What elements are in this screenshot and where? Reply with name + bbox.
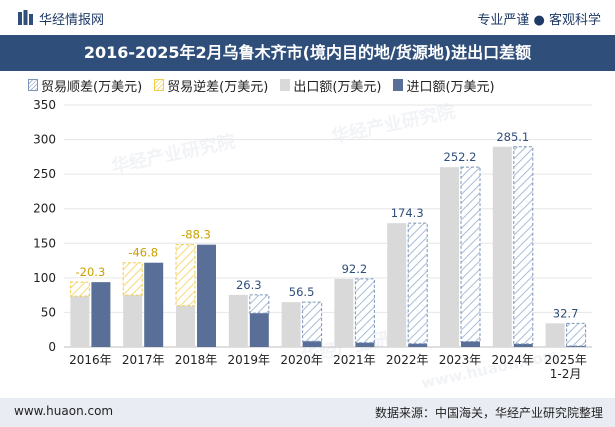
- x-tick-label: 2022年: [386, 353, 429, 367]
- bar-deficit: [122, 262, 143, 296]
- legend-label-export: 出口额(万美元): [293, 79, 382, 95]
- y-tick-label: 100: [33, 271, 56, 285]
- x-tick-label: 2016年: [69, 353, 112, 367]
- bar-export: [281, 302, 301, 347]
- bar-export: [228, 294, 248, 347]
- footer: www.huaon.com 数据来源：中国海关，华经产业研究院整理: [0, 398, 615, 427]
- x-tick-label: 2017年: [122, 353, 165, 367]
- site-name: 华经情报网: [39, 13, 105, 28]
- bar-deficit: [69, 281, 90, 297]
- legend-label-deficit: 贸易逆差(万美元): [167, 79, 269, 95]
- slogan: 专业严谨 ● 客观科学: [477, 13, 601, 28]
- legend-swatch-surplus: [28, 79, 38, 91]
- bar-surplus: [513, 146, 534, 345]
- legend-swatch-import: [393, 79, 404, 91]
- legend-label-import: 进口额(万美元): [406, 79, 495, 95]
- data-label: 92.2: [342, 262, 368, 276]
- bar-surplus: [354, 278, 375, 344]
- x-tick-label: 2025年 1-2月: [544, 353, 587, 381]
- data-label: 174.3: [391, 206, 424, 220]
- footer-url[interactable]: www.huaon.com: [14, 404, 114, 418]
- bar-import: [461, 341, 480, 347]
- legend-swatch-deficit: [154, 79, 165, 91]
- title-bar: 2016-2025年2月乌鲁木齐市(境内目的地/货源地)进出口差额: [0, 35, 615, 71]
- bar-surplus: [302, 301, 323, 342]
- bar-import: [91, 282, 111, 347]
- legend-item-surplus: 贸易顺差(万美元): [28, 76, 142, 95]
- y-tick-label: 0: [48, 340, 56, 354]
- bar-surplus: [566, 322, 587, 347]
- data-label: -20.3: [76, 265, 106, 279]
- bar-export: [387, 223, 407, 347]
- x-tick-label: 2019年: [228, 353, 271, 367]
- bar-export: [70, 296, 90, 347]
- bar-deficit: [175, 244, 196, 307]
- bar-import: [302, 341, 322, 347]
- bar-import: [144, 262, 164, 347]
- y-tick-label: 150: [33, 236, 56, 250]
- bar-surplus: [460, 166, 481, 343]
- legend: 贸易顺差(万美元) 贸易逆差(万美元) 出口额(万美元) 进口额(万美元): [28, 75, 507, 95]
- bar-import: [355, 342, 375, 347]
- y-tick-label: 200: [33, 202, 56, 216]
- bar-export: [545, 323, 565, 347]
- logo-icon: [18, 10, 33, 25]
- y-tick-label: 250: [33, 167, 56, 181]
- data-label: 32.7: [553, 306, 579, 320]
- legend-item-import: 进口额(万美元): [393, 76, 495, 95]
- x-tick-label: 2020年: [280, 353, 323, 367]
- bar-export: [123, 295, 143, 347]
- bar-export: [334, 278, 354, 347]
- x-tick-label: 2021年: [333, 353, 376, 367]
- bar-import: [566, 345, 586, 347]
- y-tick-label: 300: [33, 133, 56, 147]
- data-label: 26.3: [236, 278, 262, 292]
- x-tick-label: 2024年: [492, 353, 535, 367]
- data-label: 252.2: [444, 150, 477, 164]
- y-tick-label: 350: [33, 98, 56, 112]
- x-tick-label: 2018年: [175, 353, 218, 367]
- data-label: -88.3: [181, 228, 211, 242]
- legend-swatch-export: [280, 79, 291, 91]
- bar-export: [440, 167, 459, 347]
- bar-export: [492, 146, 512, 347]
- bar-export: [176, 305, 195, 347]
- legend-label-surplus: 贸易顺差(万美元): [41, 79, 143, 95]
- bar-import: [408, 343, 428, 347]
- top-bar: 华经情报网 专业严谨 ● 客观科学: [0, 0, 615, 35]
- bar-surplus: [407, 222, 428, 345]
- bar-surplus: [249, 294, 270, 314]
- chart: 0 50 100 150 200 250 300 350 -20.3 2016年 -46.8 2017…: [33, 98, 592, 381]
- data-label: 285.1: [496, 130, 529, 144]
- x-tick-label: 2023年: [439, 353, 482, 367]
- data-label: 56.5: [289, 285, 315, 299]
- bar-import: [249, 313, 269, 347]
- y-tick-label: 50: [41, 305, 56, 319]
- footer-source: 数据来源：中国海关，华经产业研究院整理: [374, 406, 603, 420]
- chart-title: 2016-2025年2月乌鲁木齐市(境内目的地/货源地)进出口差额: [83, 43, 532, 62]
- legend-item-export: 出口额(万美元): [280, 76, 381, 95]
- bar-import: [197, 244, 216, 347]
- bar-import: [513, 343, 533, 347]
- data-label: -46.8: [128, 246, 158, 260]
- legend-item-deficit: 贸易逆差(万美元): [154, 76, 268, 95]
